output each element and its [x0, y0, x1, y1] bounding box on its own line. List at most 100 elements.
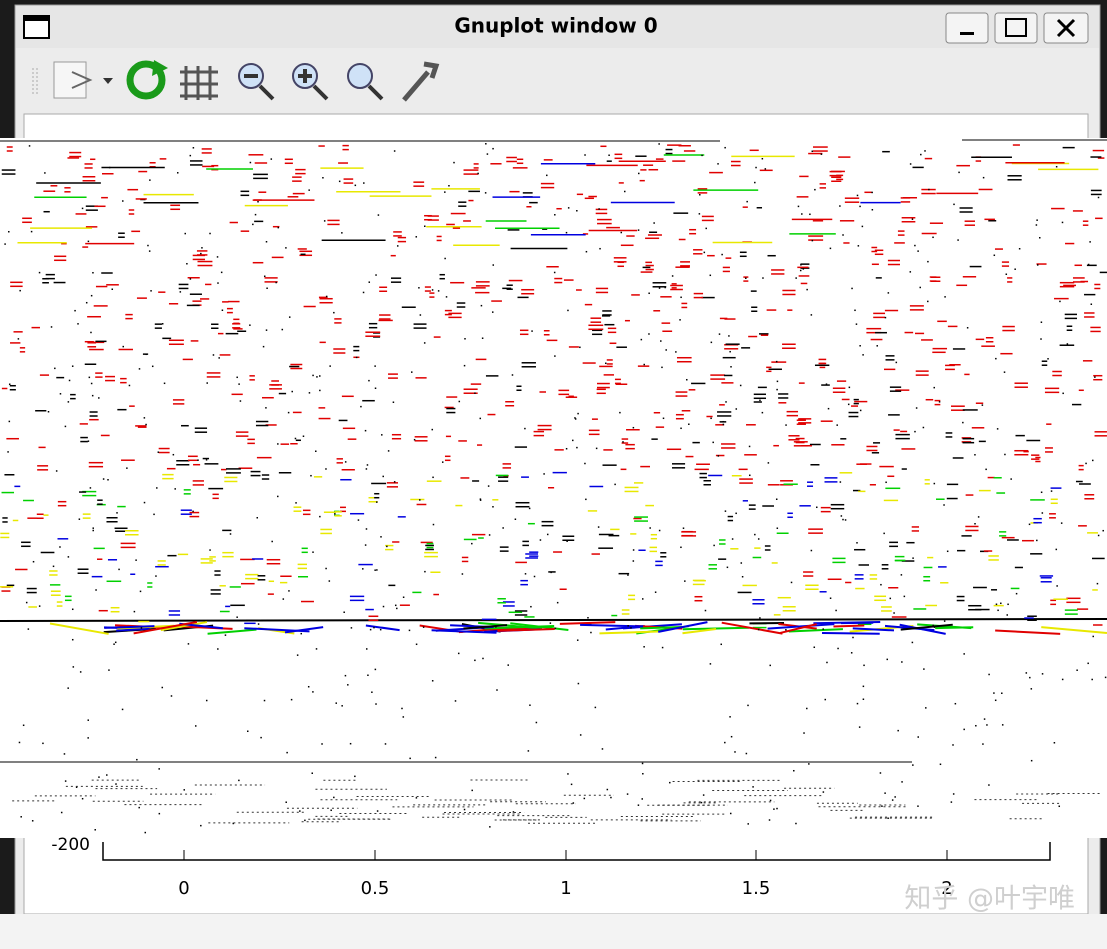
artifact-dot [938, 401, 941, 403]
artifact-dot [432, 476, 434, 479]
artifact-dot [775, 360, 778, 363]
artifact-dot [448, 185, 450, 187]
zoom-in-glyph[interactable] [298, 69, 329, 101]
artifact-dot [59, 393, 62, 395]
artifact-dot [176, 172, 179, 174]
artifact-dot [730, 735, 733, 738]
artifact-dot [946, 550, 949, 553]
artifact-dot [365, 648, 368, 650]
close-glyph[interactable] [1056, 18, 1076, 38]
artifact-dot [1076, 669, 1078, 671]
artifact-dot [369, 628, 372, 631]
artifact-dot [524, 427, 526, 430]
zoom-reset-button[interactable] [347, 63, 373, 89]
artifact-dot [567, 207, 570, 209]
artifact-dot [344, 674, 347, 677]
artifact-dot [375, 703, 377, 705]
artifact-dot [90, 382, 93, 385]
artifact-long-dash [640, 625, 683, 630]
export-icon[interactable] [53, 61, 87, 99]
artifact-dot [415, 797, 418, 799]
artifact-dot [431, 428, 434, 431]
artifact-dot [1041, 673, 1044, 675]
artifact-dot [1001, 724, 1004, 726]
replot-icon[interactable] [126, 60, 166, 100]
artifact-dot [144, 831, 147, 834]
artifact-dot [988, 784, 990, 786]
artifact-dot [92, 527, 94, 529]
artifact-dot [458, 400, 461, 403]
minimize-glyph[interactable] [960, 32, 974, 35]
artifact-dot [224, 634, 227, 636]
artifact-long-dash [721, 621, 783, 635]
artifact-dot [20, 816, 22, 818]
zoom-reset-glyph[interactable] [367, 84, 384, 101]
artifact-dot [286, 751, 288, 754]
artifact-dot [669, 781, 671, 784]
artifact-dot [768, 819, 771, 821]
artifact-dot [64, 780, 67, 782]
artifact-dot [649, 527, 651, 529]
artifact-dot [422, 626, 425, 628]
artifact-dot [1102, 529, 1104, 532]
artifact-dot [354, 184, 357, 187]
artifact-dot [533, 575, 536, 578]
minimize-button[interactable] [945, 12, 989, 44]
artifact-dot [839, 205, 841, 207]
artifact-dot [572, 802, 575, 804]
artifact-dot [396, 607, 398, 610]
close-button[interactable] [1043, 12, 1089, 44]
artifact-dot [958, 171, 960, 174]
artifact-dot [71, 608, 74, 611]
artifact-dot [507, 664, 509, 666]
replot-button[interactable] [126, 60, 168, 100]
export-button[interactable] [53, 61, 113, 99]
artifact-dot [419, 314, 422, 316]
artifact-dot [802, 268, 805, 270]
export-arrow[interactable] [71, 71, 93, 89]
artifact-dot [254, 213, 257, 216]
artifact-dot [344, 461, 347, 463]
maximize-glyph[interactable] [1005, 18, 1027, 37]
artifact-dot [27, 628, 30, 630]
artifact-dot [63, 753, 66, 755]
artifact-dot [928, 188, 930, 191]
artifact-dot [654, 591, 657, 593]
maximize-box[interactable] [994, 12, 1038, 44]
artifact-dot [216, 256, 219, 258]
artifact-dot [859, 345, 861, 347]
window-title: Gnuplot window 0 [454, 14, 657, 38]
artifact-dot [71, 638, 74, 641]
grid-button[interactable] [180, 66, 218, 100]
artifact-dot [871, 208, 874, 211]
artifact-dot [25, 601, 28, 604]
artifact-dot [747, 704, 749, 707]
artifact-dot [749, 474, 751, 477]
artifact-dot [323, 220, 326, 222]
artifact-dot [296, 654, 299, 656]
artifact-dot [325, 567, 327, 570]
artifact-dot [1053, 742, 1056, 744]
artifact-dot [985, 468, 987, 471]
artifact-dot [824, 698, 827, 701]
maximize-button[interactable] [994, 12, 1038, 44]
artifact-dot [471, 542, 473, 545]
artifact-dot [277, 495, 279, 498]
artifact-dot [614, 483, 616, 486]
artifact-dot [893, 612, 895, 614]
artifact-dot [47, 410, 50, 413]
artifact-dot [307, 685, 310, 688]
export-dropdown[interactable] [103, 78, 113, 84]
artifact-dot [679, 319, 681, 321]
zoom-out-glyph[interactable] [244, 74, 275, 101]
settings-button[interactable] [402, 61, 440, 102]
artifact-dot [757, 628, 760, 631]
artifact-dot [549, 622, 552, 624]
artifact-dot [1007, 603, 1009, 606]
artifact-dot [67, 401, 70, 403]
replot-arrow[interactable] [152, 60, 168, 76]
artifact-dot [325, 468, 327, 470]
minimize-box[interactable] [945, 12, 989, 44]
zoom-buttons[interactable] [238, 63, 384, 101]
